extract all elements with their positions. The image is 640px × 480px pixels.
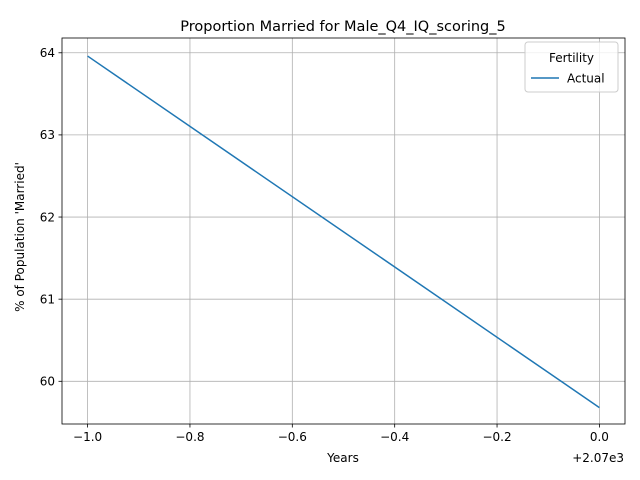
legend: Fertility Actual bbox=[524, 41, 619, 93]
y-tick-label: 63 bbox=[40, 128, 55, 142]
y-tick-label: 61 bbox=[40, 292, 55, 306]
x-tick-label: −0.6 bbox=[278, 430, 307, 444]
y-tick-label: 64 bbox=[40, 46, 55, 60]
y-tick-label: 62 bbox=[40, 210, 55, 224]
y-axis-label: % of Population 'Married' bbox=[13, 162, 27, 312]
x-axis-offset-label: +2.07e3 bbox=[572, 451, 624, 465]
y-tick-label: 60 bbox=[40, 375, 55, 389]
axes-frame bbox=[61, 37, 626, 425]
x-tick-label: 0.0 bbox=[590, 430, 609, 444]
series-group bbox=[87, 55, 600, 409]
legend-label-actual: Actual bbox=[567, 72, 605, 86]
x-tick-label: −0.2 bbox=[482, 430, 511, 444]
series-line-actual bbox=[87, 55, 600, 409]
legend-box bbox=[524, 41, 619, 93]
x-axis-ticks: −1.0 −0.8 −0.6 −0.4 −0.2 0.0 bbox=[73, 424, 609, 444]
y-axis-ticks: 60 61 62 63 64 bbox=[40, 46, 62, 389]
legend-title: Fertility bbox=[549, 51, 594, 65]
x-tick-label: −0.4 bbox=[380, 430, 409, 444]
x-tick-label: −0.8 bbox=[175, 430, 204, 444]
chart-title: Proportion Married for Male_Q4_IQ_scorin… bbox=[180, 19, 505, 35]
x-axis-label: Years bbox=[326, 451, 359, 465]
x-tick-label: −1.0 bbox=[73, 430, 102, 444]
